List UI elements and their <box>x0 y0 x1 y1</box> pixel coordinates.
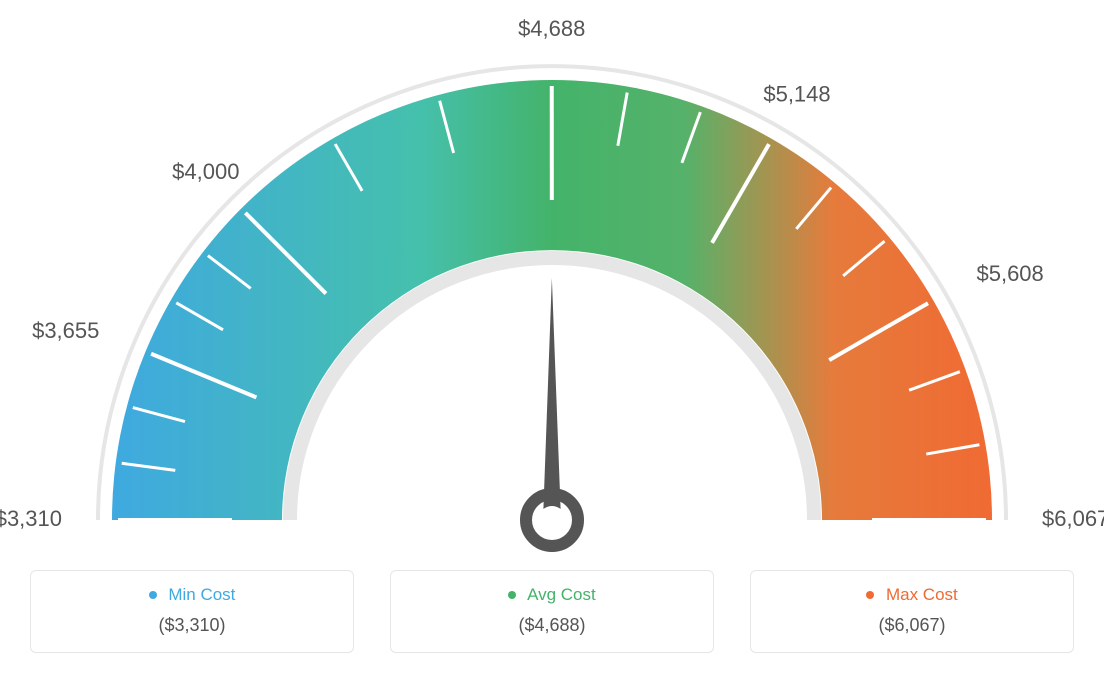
min-cost-card: Min Cost ($3,310) <box>30 570 354 653</box>
max-cost-title: Max Cost <box>763 585 1061 605</box>
cost-cards-row: Min Cost ($3,310) Avg Cost ($4,688) Max … <box>0 560 1104 673</box>
avg-cost-card: Avg Cost ($4,688) <box>390 570 714 653</box>
gauge-svg: $3,310 $3,655 $4,000 $4,688 $5,148 $5,608 $6,0… <box>0 0 1104 560</box>
min-cost-value: ($3,310) <box>43 615 341 636</box>
svg-text:$6,067: $6,067 <box>1042 506 1104 531</box>
max-cost-card: Max Cost ($6,067) <box>750 570 1074 653</box>
svg-text:$3,310: $3,310 <box>0 506 62 531</box>
min-dot-icon <box>149 591 157 599</box>
svg-text:$4,000: $4,000 <box>172 159 239 184</box>
min-cost-title: Min Cost <box>43 585 341 605</box>
avg-cost-label: Avg Cost <box>527 585 596 604</box>
max-dot-icon <box>866 591 874 599</box>
gauge-chart: $3,310 $3,655 $4,000 $4,688 $5,148 $5,608 $6,0… <box>0 0 1104 560</box>
avg-cost-value: ($4,688) <box>403 615 701 636</box>
svg-text:$4,688: $4,688 <box>518 16 585 41</box>
svg-text:$5,608: $5,608 <box>976 261 1043 286</box>
svg-text:$3,655: $3,655 <box>32 318 99 343</box>
max-cost-value: ($6,067) <box>763 615 1061 636</box>
avg-dot-icon <box>508 591 516 599</box>
avg-cost-title: Avg Cost <box>403 585 701 605</box>
max-cost-label: Max Cost <box>886 585 958 604</box>
svg-text:$5,148: $5,148 <box>763 81 830 106</box>
min-cost-label: Min Cost <box>168 585 235 604</box>
